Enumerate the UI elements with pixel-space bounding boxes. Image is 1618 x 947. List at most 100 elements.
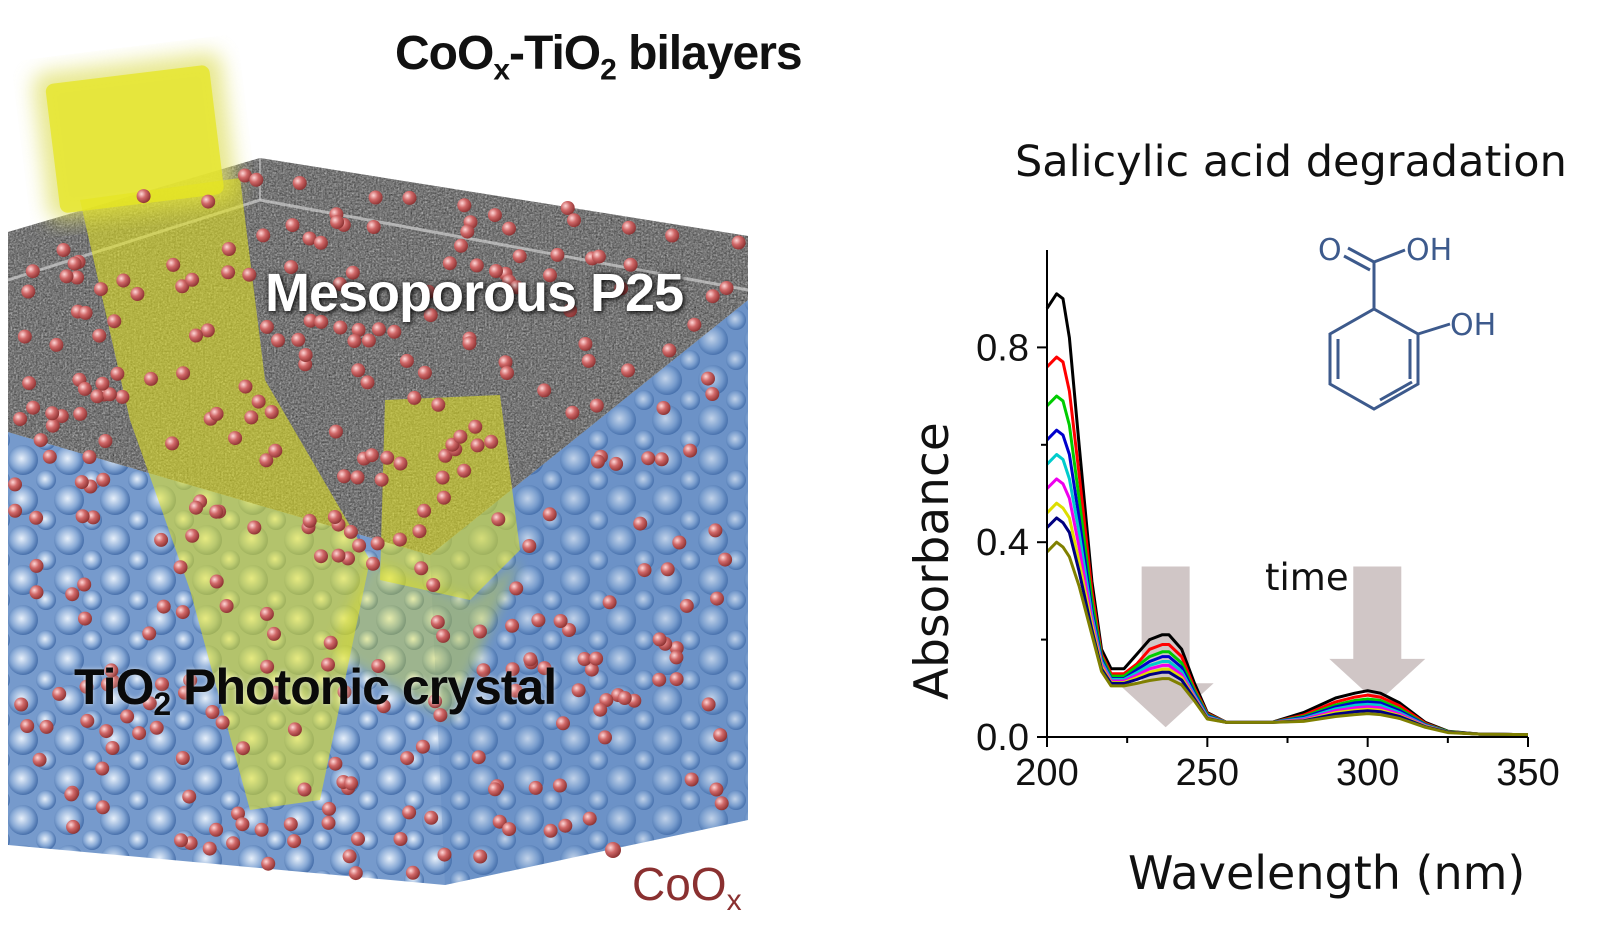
coox-particle <box>209 504 224 519</box>
coox-particle <box>436 490 451 505</box>
coox-particle <box>523 652 538 667</box>
coox-particle <box>155 677 169 692</box>
coox-particle <box>498 355 513 370</box>
coox-particle <box>370 536 385 551</box>
coox-particle <box>343 524 358 539</box>
coox-particle <box>460 224 475 239</box>
coox-particle <box>351 831 365 846</box>
coox-particle <box>183 673 198 688</box>
coox-particle <box>284 260 299 275</box>
coox-particle <box>567 213 581 228</box>
coox-particle <box>77 577 92 592</box>
coox-particle <box>361 333 376 348</box>
coox-particle <box>259 319 274 334</box>
coox-particle <box>351 363 366 378</box>
coox-particle <box>82 450 97 464</box>
coox-particle <box>287 834 302 849</box>
coox-particle <box>621 220 636 235</box>
coox-particle <box>292 176 307 190</box>
coox-particle <box>491 512 506 527</box>
coox-particle <box>285 218 300 233</box>
coox-particle <box>268 685 283 700</box>
coox-particle <box>428 694 443 709</box>
coox-particle <box>104 663 119 678</box>
coox-particle <box>80 713 95 728</box>
coox-particle <box>73 406 88 421</box>
coox-particle <box>268 443 283 458</box>
coox-particle <box>435 470 450 485</box>
coox-particle <box>328 756 343 771</box>
coox-particle <box>22 376 37 391</box>
time-arrow <box>1329 566 1426 703</box>
coox-particle <box>78 611 92 626</box>
coox-particle <box>178 685 192 700</box>
coox-particle <box>79 679 94 694</box>
coox-particle <box>67 256 82 271</box>
coox-particle <box>366 556 380 571</box>
coox-particle <box>120 709 135 724</box>
coox-particle <box>175 751 190 765</box>
coox-particle <box>433 708 448 723</box>
molecule-oh1-label: OH <box>1406 233 1452 268</box>
coox-particle <box>102 387 117 402</box>
coox-particle <box>185 528 200 543</box>
coox-particle <box>374 472 389 487</box>
coox-particle <box>633 516 648 531</box>
coox-particle <box>454 238 468 253</box>
coox-particle <box>598 730 612 745</box>
molecule-oh2-label: OH <box>1450 308 1496 343</box>
coox-particle <box>457 463 472 478</box>
coox-particle <box>154 532 169 547</box>
figure-title: CoOx-TiO2 bilayers <box>395 27 803 87</box>
coox-particle <box>654 452 669 467</box>
coox-particle <box>205 705 220 719</box>
coox-particle <box>462 336 477 351</box>
coox-particle <box>489 264 503 278</box>
coox-particle <box>142 696 157 711</box>
coox-particle <box>641 451 656 466</box>
coox-particle <box>321 657 335 672</box>
coox-particle <box>327 510 342 524</box>
coox-particle <box>96 472 111 487</box>
coox-particle <box>142 626 157 641</box>
photonic-crystal-label: TiO2 Photonic crystal <box>74 659 557 722</box>
coox-particle <box>259 453 274 468</box>
y-axis-label: Absorbance <box>905 422 960 700</box>
coox-particle <box>392 532 407 547</box>
axes: 200 250 300 350 0.0 0.4 0.8 <box>976 250 1560 794</box>
coox-particle <box>291 332 306 347</box>
coox-particle <box>8 503 23 518</box>
coox-particle <box>173 560 188 575</box>
coox-particle <box>283 817 298 832</box>
coox-particle <box>271 333 285 348</box>
coox-particle <box>136 189 151 204</box>
spectra <box>1045 292 1529 737</box>
coox-particle <box>581 353 596 368</box>
coox-particle <box>337 685 352 699</box>
coox-particle <box>254 822 269 837</box>
coox-particle <box>337 469 351 484</box>
coox-particle <box>302 513 317 528</box>
coox-particle <box>115 389 130 404</box>
coox-particle <box>201 194 216 209</box>
coox-particle <box>29 558 44 573</box>
coox-particle <box>562 623 576 637</box>
coox-particle <box>457 198 472 213</box>
coox-particle <box>33 433 48 448</box>
coox-particle <box>508 683 523 698</box>
coox-particle <box>287 722 302 737</box>
coox-particle <box>553 614 568 628</box>
coox-particle <box>149 720 164 735</box>
coox-particle <box>471 750 486 765</box>
coox-particle <box>209 822 224 837</box>
coox-particle <box>371 659 386 673</box>
coox-particle <box>226 836 241 851</box>
y-tick-label: 0.0 <box>976 717 1029 759</box>
coox-particle <box>436 628 451 643</box>
coox-particle <box>492 814 507 829</box>
spectrum-line <box>1045 540 1529 737</box>
x-tick-label: 200 <box>1015 752 1078 794</box>
coox-particle <box>156 599 171 614</box>
coox-particle <box>92 328 107 343</box>
coox-particle <box>144 371 158 386</box>
